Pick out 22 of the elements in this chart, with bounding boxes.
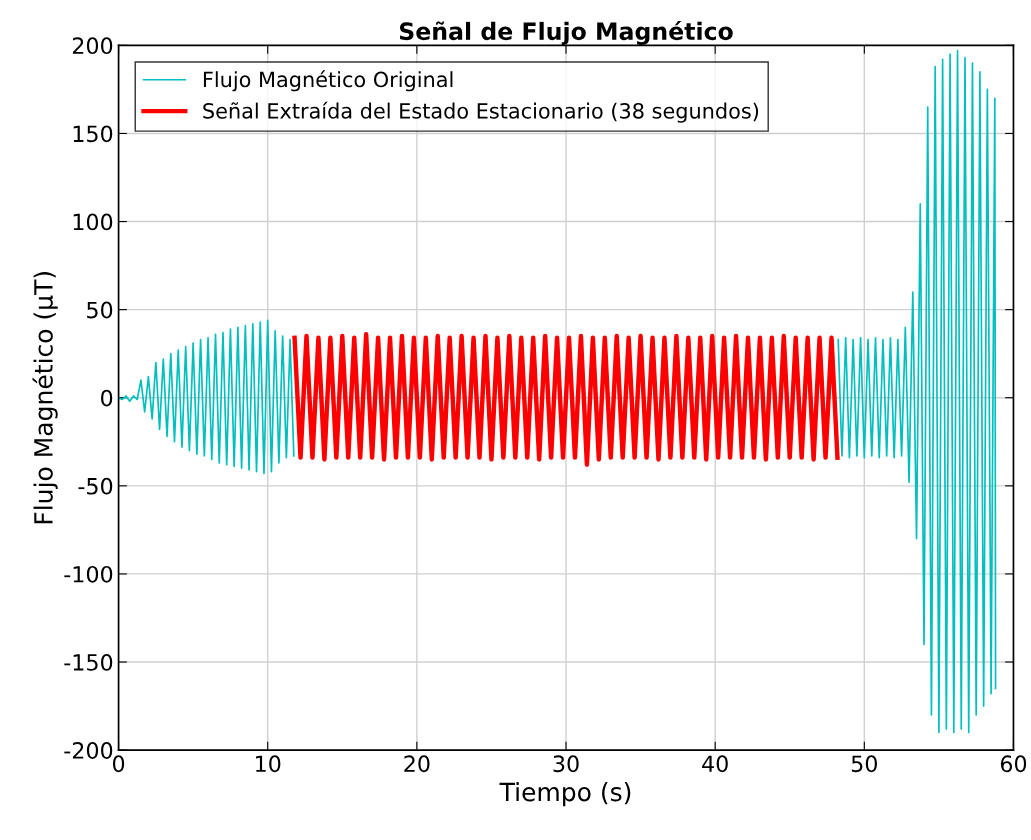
y-axis-title: Flujo Magnético (μT) [32, 272, 58, 524]
x-tick-label: 50 [851, 755, 877, 773]
y-tick-label: 0 [101, 389, 113, 407]
x-tick-label: 60 [1000, 755, 1027, 773]
y-tick-label: 100 [73, 213, 113, 231]
y-tick-label: -200 [64, 742, 113, 759]
y-tick-label: -150 [64, 653, 113, 671]
y-tick-label: -100 [64, 565, 113, 583]
chart-title: Señal de Flujo Magnético [399, 20, 733, 45]
y-tick-label: -50 [78, 477, 113, 495]
y-tick-label: 50 [87, 301, 113, 319]
x-tick-label: 40 [702, 755, 728, 773]
x-tick-label: 20 [404, 755, 430, 773]
line-series [292, 332, 840, 467]
x-tick-label: 10 [256, 755, 281, 773]
x-tick-label: 30 [553, 755, 579, 773]
x-tick-label: 0 [112, 755, 125, 773]
y-tick-label: 150 [73, 125, 113, 143]
y-tick-label: 200 [72, 37, 113, 55]
legend-label: Flujo Magnético Original [203, 70, 453, 92]
x-axis-title: Tiempo (s) [499, 782, 631, 807]
legend-label: Señal Extraída del Estado Estacionario (38 segundos) [203, 101, 759, 123]
